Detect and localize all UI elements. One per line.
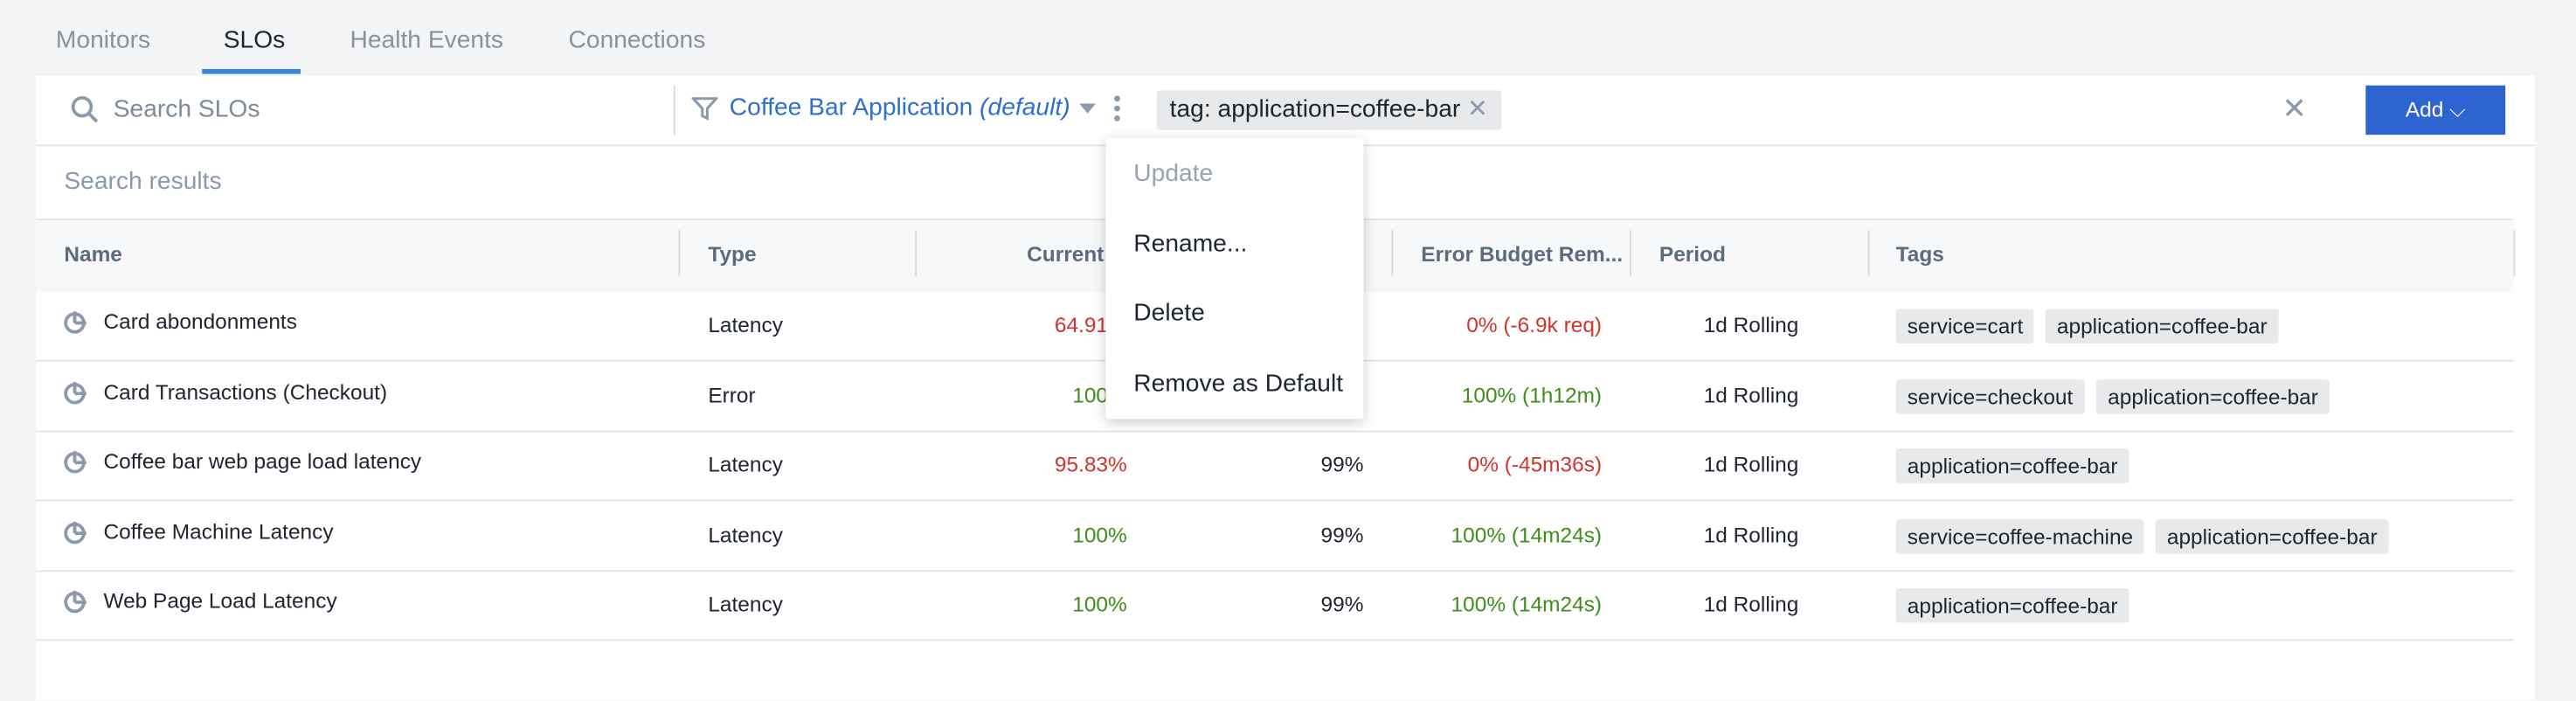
column-divider xyxy=(678,230,681,276)
slo-period: 1d Rolling xyxy=(1703,382,1799,407)
search-results-label: Search results xyxy=(64,167,222,196)
column-divider xyxy=(2513,230,2516,276)
add-label: Add xyxy=(2405,96,2444,122)
more-icon[interactable] xyxy=(1111,94,1124,123)
search-icon xyxy=(71,95,99,123)
slo-budget: 100% (14m24s) xyxy=(1451,591,1603,617)
filter-name: Coffee Bar Application xyxy=(729,94,973,122)
slo-current: 100% xyxy=(1072,521,1127,547)
tab[interactable]: Health Events xyxy=(350,26,504,55)
slo-icon xyxy=(62,588,88,614)
menu-item[interactable]: Delete xyxy=(1133,299,1205,328)
slo-name[interactable]: Card abondonments xyxy=(103,309,297,334)
menu-item[interactable]: Remove as Default xyxy=(1133,369,1344,398)
dropdown-arrow[interactable] xyxy=(1077,102,1098,115)
menu-item[interactable]: Rename... xyxy=(1133,229,1248,258)
slo-current: 95.83% xyxy=(1054,452,1127,477)
slo-icon xyxy=(62,518,88,545)
slo-icon xyxy=(62,309,88,335)
tag-chip[interactable]: service=cart xyxy=(1895,309,2035,344)
slo-type: Error xyxy=(708,382,756,407)
slo-budget: 100% (1h12m) xyxy=(1461,382,1603,407)
slo-name[interactable]: Coffee Machine Latency xyxy=(103,518,334,544)
slo-type: Latency xyxy=(708,521,783,547)
slo-target: 99% xyxy=(1320,452,1364,477)
tag-chip[interactable]: application=coffee-bar xyxy=(2096,378,2330,413)
column-header[interactable]: Error Budget Rem... xyxy=(1421,241,1624,267)
slo-icon xyxy=(62,448,88,475)
add-button[interactable]: Add ⌵ xyxy=(2365,85,2506,135)
tab[interactable]: Connections xyxy=(568,26,706,55)
slo-budget: 100% (14m24s) xyxy=(1451,521,1603,547)
context-menu: Update Rename... Delete Remove as Default xyxy=(1105,137,1364,420)
slo-period: 1d Rolling xyxy=(1703,452,1799,477)
column-header[interactable]: Tags xyxy=(1895,241,1944,267)
column-header[interactable]: Current xyxy=(1027,241,1104,267)
slo-budget: 0% (-6.9k req) xyxy=(1466,312,1603,337)
tab-underline xyxy=(202,68,301,74)
tag-chip[interactable]: application=coffee-bar xyxy=(2155,518,2389,553)
column-divider xyxy=(1630,230,1631,276)
filter-selector[interactable]: Coffee Bar Application (default) xyxy=(730,94,1070,121)
tag-chip[interactable]: application=coffee-bar xyxy=(1895,448,2129,483)
slo-name[interactable]: Web Page Load Latency xyxy=(103,588,337,614)
slo-type: Latency xyxy=(708,312,783,337)
column-header[interactable]: Period xyxy=(1658,241,1726,267)
tag-chip-text: tag: application=coffee-bar xyxy=(1169,95,1461,124)
slo-budget: 0% (-45m36s) xyxy=(1467,452,1603,477)
filter-icon xyxy=(691,97,718,121)
row-divider xyxy=(36,569,2514,572)
slo-type: Latency xyxy=(708,591,783,617)
row-divider xyxy=(36,429,2514,432)
slo-period: 1d Rolling xyxy=(1703,312,1799,337)
slo-icon xyxy=(62,378,88,405)
column-divider xyxy=(915,230,918,276)
slo-target: 99% xyxy=(1320,591,1364,617)
slo-type: Latency xyxy=(708,452,783,477)
slo-name[interactable]: Card Transactions (Checkout) xyxy=(103,378,388,404)
chip-remove[interactable]: ✕ xyxy=(1467,95,1488,124)
column-divider xyxy=(1867,230,1870,276)
tag-chip[interactable]: application=coffee-bar xyxy=(2045,309,2279,344)
column-header[interactable]: Name xyxy=(64,241,122,267)
slo-period: 1d Rolling xyxy=(1703,591,1799,617)
tag-chip[interactable]: application=coffee-bar xyxy=(1895,588,2129,623)
tab[interactable]: Monitors xyxy=(55,26,151,55)
filter-default: (default) xyxy=(980,94,1070,122)
slo-name[interactable]: Coffee bar web page load latency xyxy=(103,448,422,474)
row-divider xyxy=(36,639,2514,642)
tab[interactable]: SLOs xyxy=(223,26,286,55)
column-header[interactable]: Type xyxy=(708,241,757,267)
menu-item[interactable]: Update xyxy=(1133,159,1214,188)
slo-period: 1d Rolling xyxy=(1703,521,1799,547)
slo-current: 100% xyxy=(1072,591,1127,617)
clear-button[interactable]: ✕ xyxy=(2282,92,2307,125)
tag-chip[interactable]: service=checkout xyxy=(1895,378,2085,413)
slo-target: 99% xyxy=(1320,521,1364,547)
column-divider xyxy=(1391,230,1394,276)
divider xyxy=(673,85,675,135)
row-divider xyxy=(36,499,2514,502)
tag-chip[interactable]: service=coffee-machine xyxy=(1895,518,2145,553)
tag-chip[interactable]: tag: application=coffee-bar ✕ xyxy=(1156,90,1501,130)
search-input[interactable]: Search SLOs xyxy=(113,95,260,124)
